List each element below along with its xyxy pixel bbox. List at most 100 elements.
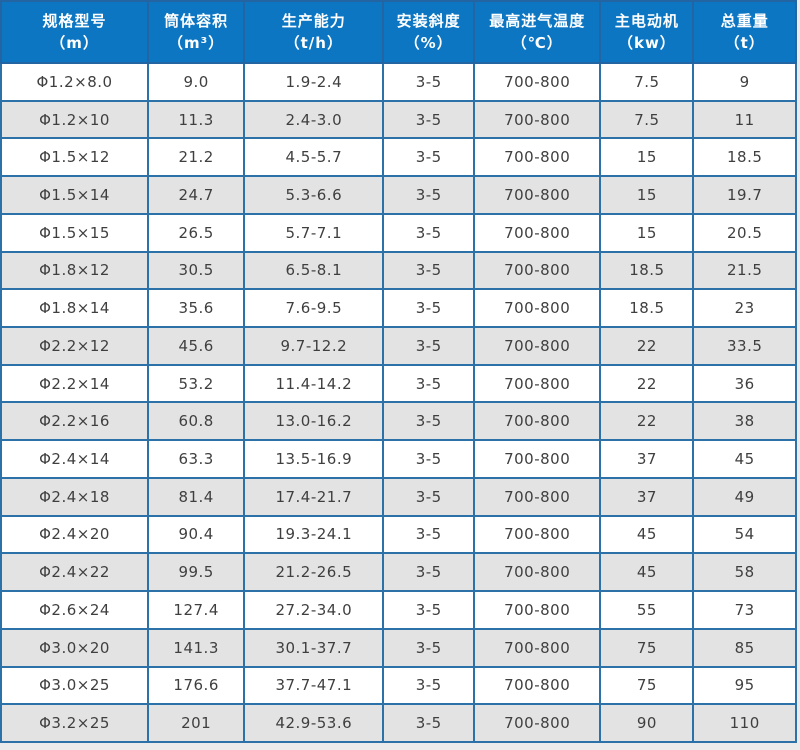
column-header-unit: （t） bbox=[724, 34, 765, 52]
table-cell: 700-800 bbox=[472, 552, 602, 593]
table-cell: 19.7 bbox=[692, 175, 797, 215]
table-cell: 3-5 bbox=[382, 175, 475, 215]
table-cell: 55 bbox=[599, 590, 695, 630]
table-cell: 5.3-6.6 bbox=[243, 175, 385, 215]
table-cell: 3-5 bbox=[382, 99, 475, 140]
table-cell: 700-800 bbox=[472, 62, 602, 102]
table-cell: 1.9-2.4 bbox=[243, 62, 385, 102]
table-cell: 6.5-8.1 bbox=[243, 250, 385, 291]
table-cell: Φ3.2×25 bbox=[0, 703, 150, 743]
table-row: Φ3.0×25 176.6 37.7-47.1 3-5 700-800 75 95 bbox=[0, 665, 797, 706]
table-cell: 90.4 bbox=[147, 514, 246, 555]
table-row: Φ1.8×14 35.6 7.6-9.5 3-5 700-800 18.5 23 bbox=[0, 288, 797, 329]
column-header-slope: 安装斜度 （%） bbox=[382, 0, 475, 64]
table-cell: 700-800 bbox=[472, 250, 602, 291]
table-cell: 30.5 bbox=[147, 250, 246, 291]
table-cell: 81.4 bbox=[147, 476, 246, 517]
table-cell: 3-5 bbox=[382, 703, 475, 743]
column-header-main-motor: 主电动机 （kw） bbox=[599, 0, 695, 64]
table-row: Φ1.5×15 26.5 5.7-7.1 3-5 700-800 15 20.5 bbox=[0, 212, 797, 253]
table-cell: Φ1.2×8.0 bbox=[0, 62, 150, 102]
column-header-label: 总重量 bbox=[720, 11, 769, 30]
table-cell: 3-5 bbox=[382, 627, 475, 668]
table-cell: Φ3.0×20 bbox=[0, 627, 150, 668]
table-cell: Φ2.2×14 bbox=[0, 363, 150, 404]
table-body: Φ1.2×8.0 9.0 1.9-2.4 3-5 700-800 7.5 9 Φ1.2×10 1… bbox=[0, 62, 797, 743]
table-cell: Φ2.4×22 bbox=[0, 552, 150, 593]
column-header-unit: （m³） bbox=[168, 34, 225, 52]
table-cell: 18.5 bbox=[599, 288, 695, 329]
table-cell: 7.5 bbox=[599, 99, 695, 140]
table-cell: 700-800 bbox=[472, 212, 602, 253]
column-header-capacity: 生产能力 （t/h） bbox=[243, 0, 385, 64]
table-cell: 45 bbox=[692, 439, 797, 479]
table-cell: Φ1.5×15 bbox=[0, 212, 150, 253]
table-header-row: 规格型号 （m） 筒体容积 （m³） 生产能力 （t/h） 安装斜度 （%） 最… bbox=[0, 0, 797, 64]
table-cell: Φ1.5×12 bbox=[0, 137, 150, 178]
table-cell: 700-800 bbox=[472, 590, 602, 630]
table-header: 规格型号 （m） 筒体容积 （m³） 生产能力 （t/h） 安装斜度 （%） 最… bbox=[0, 0, 797, 64]
table-cell: 13.5-16.9 bbox=[243, 439, 385, 479]
table-cell: 58 bbox=[692, 552, 797, 593]
table-cell: 53.2 bbox=[147, 363, 246, 404]
column-header-label: 规格型号 bbox=[42, 11, 107, 30]
table-cell: 45 bbox=[599, 552, 695, 593]
table-cell: 15 bbox=[599, 137, 695, 178]
table-cell: 38 bbox=[692, 401, 797, 442]
table-row: Φ1.8×12 30.5 6.5-8.1 3-5 700-800 18.5 21.5 bbox=[0, 250, 797, 291]
column-header-unit: （kw） bbox=[617, 34, 676, 52]
table-cell: 4.5-5.7 bbox=[243, 137, 385, 178]
table-cell: 18.5 bbox=[692, 137, 797, 178]
table-row: Φ3.2×25 201 42.9-53.6 3-5 700-800 90 110 bbox=[0, 703, 797, 743]
table-cell: 176.6 bbox=[147, 665, 246, 706]
table-cell: 3-5 bbox=[382, 590, 475, 630]
column-header-label: 主电动机 bbox=[614, 11, 679, 30]
table-cell: Φ3.0×25 bbox=[0, 665, 150, 706]
table-cell: 700-800 bbox=[472, 288, 602, 329]
table-cell: 3-5 bbox=[382, 552, 475, 593]
table-cell: 3-5 bbox=[382, 250, 475, 291]
table-cell: 26.5 bbox=[147, 212, 246, 253]
table-cell: 24.7 bbox=[147, 175, 246, 215]
table-cell: Φ1.8×14 bbox=[0, 288, 150, 329]
table-cell: 5.7-7.1 bbox=[243, 212, 385, 253]
table-cell: 42.9-53.6 bbox=[243, 703, 385, 743]
table-cell: 37 bbox=[599, 439, 695, 479]
table-cell: 37 bbox=[599, 476, 695, 517]
column-header-label: 筒体容积 bbox=[164, 11, 229, 30]
table-cell: 33.5 bbox=[692, 326, 797, 366]
table-cell: 700-800 bbox=[472, 401, 602, 442]
column-header-unit: （t/h） bbox=[284, 34, 343, 52]
table-cell: 11.3 bbox=[147, 99, 246, 140]
table-cell: 141.3 bbox=[147, 627, 246, 668]
table-cell: 700-800 bbox=[472, 99, 602, 140]
column-header-label: 最高进气温度 bbox=[489, 11, 586, 30]
table-cell: 90 bbox=[599, 703, 695, 743]
table-cell: 36 bbox=[692, 363, 797, 404]
table-row: Φ1.5×12 21.2 4.5-5.7 3-5 700-800 15 18.5 bbox=[0, 137, 797, 178]
table-cell: 700-800 bbox=[472, 439, 602, 479]
table-cell: 20.5 bbox=[692, 212, 797, 253]
table-cell: Φ2.6×24 bbox=[0, 590, 150, 630]
table-cell: 9.0 bbox=[147, 62, 246, 102]
table-cell: 37.7-47.1 bbox=[243, 665, 385, 706]
column-header-model: 规格型号 （m） bbox=[0, 0, 150, 64]
table-cell: 2.4-3.0 bbox=[243, 99, 385, 140]
column-header-label: 生产能力 bbox=[281, 11, 346, 30]
table-cell: 17.4-21.7 bbox=[243, 476, 385, 517]
table-cell: Φ2.4×18 bbox=[0, 476, 150, 517]
table-row: Φ2.4×22 99.5 21.2-26.5 3-5 700-800 45 58 bbox=[0, 552, 797, 593]
table-cell: 13.0-16.2 bbox=[243, 401, 385, 442]
table-cell: 127.4 bbox=[147, 590, 246, 630]
table-cell: 22 bbox=[599, 401, 695, 442]
table-cell: 3-5 bbox=[382, 514, 475, 555]
table-cell: 7.6-9.5 bbox=[243, 288, 385, 329]
table-cell: 75 bbox=[599, 665, 695, 706]
table-cell: 3-5 bbox=[382, 363, 475, 404]
table-cell: 75 bbox=[599, 627, 695, 668]
table-cell: 3-5 bbox=[382, 212, 475, 253]
table-cell: Φ1.5×14 bbox=[0, 175, 150, 215]
table-row: Φ3.0×20 141.3 30.1-37.7 3-5 700-800 75 85 bbox=[0, 627, 797, 668]
